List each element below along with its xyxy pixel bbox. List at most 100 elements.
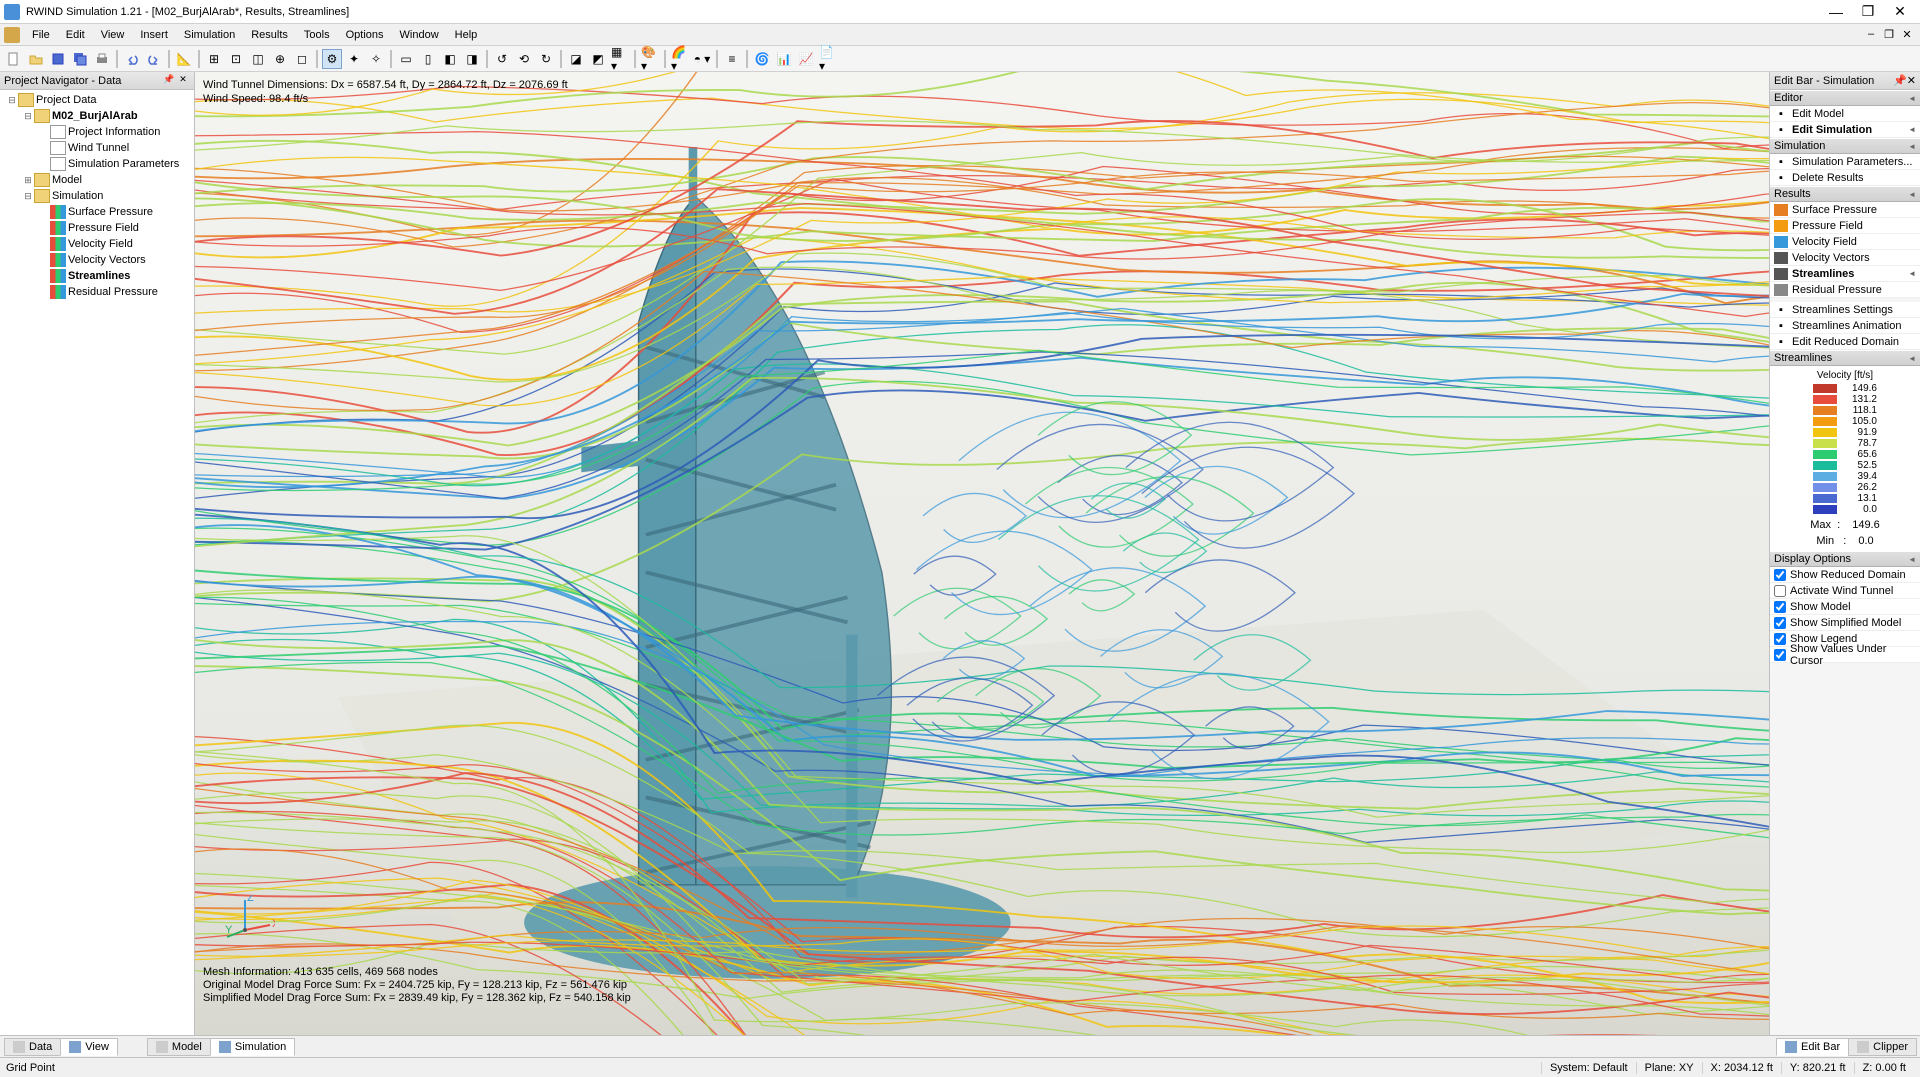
- editbar-item[interactable]: Velocity Vectors: [1770, 250, 1920, 266]
- menu-help[interactable]: Help: [447, 27, 486, 43]
- palette-icon[interactable]: 🎨 ▾: [640, 49, 660, 69]
- menu-window[interactable]: Window: [392, 27, 447, 43]
- editbar-item[interactable]: Pressure Field: [1770, 218, 1920, 234]
- editbar-item[interactable]: Residual Pressure: [1770, 282, 1920, 298]
- tab-data[interactable]: Data: [4, 1038, 61, 1056]
- rotate3-icon[interactable]: ↻: [536, 49, 556, 69]
- menu-insert[interactable]: Insert: [132, 27, 176, 43]
- mode1-icon[interactable]: ⚙: [322, 49, 342, 69]
- tree-item[interactable]: Project Information: [2, 124, 192, 140]
- editbar-item[interactable]: ▪Streamlines Animation: [1770, 318, 1920, 334]
- undo-icon[interactable]: [122, 49, 142, 69]
- shade-icon[interactable]: ▦ ▾: [610, 49, 630, 69]
- section-header[interactable]: Display Options◄: [1770, 551, 1920, 567]
- menu-edit[interactable]: Edit: [58, 27, 93, 43]
- editbar-item[interactable]: ▪Delete Results: [1770, 170, 1920, 186]
- section-header[interactable]: Simulation◄: [1770, 138, 1920, 154]
- editbar-item[interactable]: ▪Edit Reduced Domain: [1770, 334, 1920, 350]
- view1-icon[interactable]: ▭: [396, 49, 416, 69]
- editbar-item[interactable]: ▪Streamlines Settings: [1770, 302, 1920, 318]
- wind2-icon[interactable]: 📊: [774, 49, 794, 69]
- color-icon[interactable]: ◓ ▾: [692, 49, 712, 69]
- display-option[interactable]: Show Simplified Model: [1770, 615, 1920, 631]
- viewport-3d[interactable]: Wind Tunnel Dimensions: Dx = 6587.54 ft,…: [195, 72, 1769, 1035]
- editbar-item[interactable]: Velocity Field: [1770, 234, 1920, 250]
- menu-options[interactable]: Options: [338, 27, 392, 43]
- section-header[interactable]: Results◄: [1770, 186, 1920, 202]
- display-option[interactable]: Show Values Under Cursor: [1770, 647, 1920, 663]
- editbar-item[interactable]: ▪Edit Model: [1770, 106, 1920, 122]
- tree-item[interactable]: Surface Pressure: [2, 204, 192, 220]
- menu-file[interactable]: File: [24, 27, 58, 43]
- project-tree[interactable]: ⊟Project Data⊟M02_BurjAlArabProject Info…: [0, 90, 194, 1035]
- rotate1-icon[interactable]: ↺: [492, 49, 512, 69]
- view2-icon[interactable]: ▯: [418, 49, 438, 69]
- section-header[interactable]: Editor◄: [1770, 90, 1920, 106]
- view4-icon[interactable]: ◨: [462, 49, 482, 69]
- maximize-button[interactable]: ❐: [1852, 1, 1884, 23]
- mode2-icon[interactable]: ✦: [344, 49, 364, 69]
- new-icon[interactable]: [4, 49, 24, 69]
- tree-item[interactable]: Streamlines: [2, 268, 192, 284]
- report-icon[interactable]: 📄 ▾: [818, 49, 838, 69]
- tab-view[interactable]: View: [60, 1038, 118, 1056]
- pin-icon[interactable]: 📌: [1893, 74, 1907, 87]
- rainbow-icon[interactable]: 🌈 ▾: [670, 49, 690, 69]
- tab-clipper[interactable]: Clipper: [1848, 1038, 1917, 1056]
- cube1-icon[interactable]: ◪: [566, 49, 586, 69]
- grid3-icon[interactable]: ◫: [248, 49, 268, 69]
- wind1-icon[interactable]: 🌀: [752, 49, 772, 69]
- menu-tools[interactable]: Tools: [296, 27, 338, 43]
- display-option[interactable]: Show Model: [1770, 599, 1920, 615]
- tree-item[interactable]: Velocity Field: [2, 236, 192, 252]
- tree-item[interactable]: Simulation Parameters: [2, 156, 192, 172]
- tree-item[interactable]: ⊟Project Data: [2, 92, 192, 108]
- tree-item[interactable]: Pressure Field: [2, 220, 192, 236]
- tree-item[interactable]: Velocity Vectors: [2, 252, 192, 268]
- tree-item[interactable]: Residual Pressure: [2, 284, 192, 300]
- tab-edit-bar[interactable]: Edit Bar: [1776, 1038, 1849, 1056]
- snap-icon[interactable]: ⊕: [270, 49, 290, 69]
- pin-icon[interactable]: 📌: [162, 74, 176, 88]
- open-icon[interactable]: [26, 49, 46, 69]
- display-option[interactable]: Activate Wind Tunnel: [1770, 583, 1920, 599]
- tree-item[interactable]: ⊟M02_BurjAlArab: [2, 108, 192, 124]
- mode3-icon[interactable]: ✧: [366, 49, 386, 69]
- cube2-icon[interactable]: ◩: [588, 49, 608, 69]
- wind3-icon[interactable]: 📈: [796, 49, 816, 69]
- print-icon[interactable]: [92, 49, 112, 69]
- mdi-window-controls: – ❐ ✕: [1862, 26, 1916, 43]
- grid1-icon[interactable]: ⊞: [204, 49, 224, 69]
- mdi-restore[interactable]: ❐: [1880, 26, 1898, 43]
- save-icon[interactable]: [48, 49, 68, 69]
- saveall-icon[interactable]: [70, 49, 90, 69]
- close-button[interactable]: ✕: [1884, 1, 1916, 23]
- status-z: Z: 0.00 ft: [1854, 1062, 1914, 1074]
- section-header[interactable]: Streamlines◄: [1770, 350, 1920, 366]
- rotate2-icon[interactable]: ⟲: [514, 49, 534, 69]
- view3-icon[interactable]: ◧: [440, 49, 460, 69]
- menu-simulation[interactable]: Simulation: [176, 27, 243, 43]
- tree-item[interactable]: Wind Tunnel: [2, 140, 192, 156]
- tree-item[interactable]: ⊟Simulation: [2, 188, 192, 204]
- menu-results[interactable]: Results: [243, 27, 296, 43]
- tree-item[interactable]: ⊞Model: [2, 172, 192, 188]
- display-option[interactable]: Show Reduced Domain: [1770, 567, 1920, 583]
- editbar-item[interactable]: ▪Simulation Parameters...: [1770, 154, 1920, 170]
- menu-view[interactable]: View: [93, 27, 133, 43]
- close-panel-icon[interactable]: ✕: [1907, 74, 1916, 87]
- editbar-item[interactable]: ▪Edit Simulation◄: [1770, 122, 1920, 138]
- editbar-item[interactable]: Surface Pressure: [1770, 202, 1920, 218]
- tab-simulation[interactable]: Simulation: [210, 1038, 295, 1056]
- ortho-icon[interactable]: ◻: [292, 49, 312, 69]
- redo-icon[interactable]: [144, 49, 164, 69]
- layer-icon[interactable]: ≡: [722, 49, 742, 69]
- mdi-minimize[interactable]: –: [1862, 26, 1880, 43]
- minimize-button[interactable]: —: [1820, 1, 1852, 23]
- mdi-close[interactable]: ✕: [1898, 26, 1916, 43]
- measure-icon[interactable]: 📐: [174, 49, 194, 69]
- grid2-icon[interactable]: ⊡: [226, 49, 246, 69]
- close-panel-icon[interactable]: ✕: [176, 74, 190, 88]
- editbar-item[interactable]: Streamlines◄: [1770, 266, 1920, 282]
- tab-model[interactable]: Model: [147, 1038, 211, 1056]
